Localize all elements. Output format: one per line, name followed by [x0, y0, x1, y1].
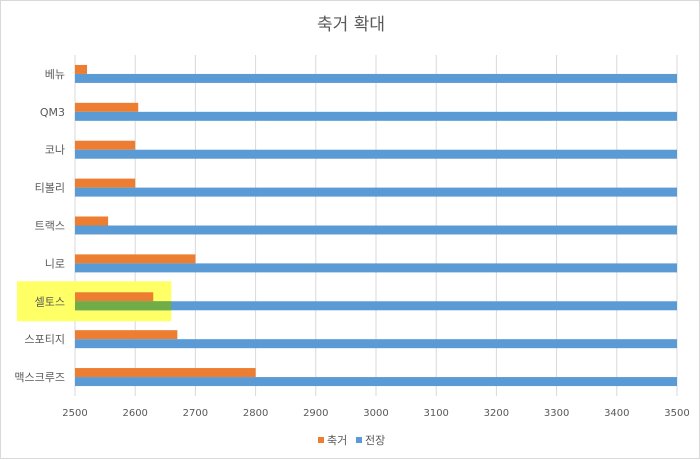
bar-축거-트랙스: [75, 216, 109, 226]
bars: [75, 64, 677, 387]
category-label: 베뉴: [45, 68, 65, 81]
bar-축거-베뉴: [75, 64, 88, 74]
bar-축거-니로: [75, 254, 196, 264]
bar-전장-베뉴: [75, 73, 677, 83]
bar-전장-스포티지: [75, 339, 677, 349]
category-label: QM3: [40, 106, 65, 119]
legend: 축거 전장: [318, 434, 385, 447]
category-label: 티볼리: [35, 182, 65, 195]
x-tick-label: 3000: [363, 408, 388, 419]
legend-label-series-1: 전장: [365, 434, 385, 447]
x-tick-label: 3300: [544, 408, 569, 419]
bar-전장-QM3: [75, 111, 677, 121]
category-label: 트랙스: [35, 220, 65, 233]
x-tick-label: 3100: [423, 408, 448, 419]
category-label: 맥스크루즈: [14, 371, 65, 384]
x-tick-labels: 2500 2600 2700 2800 2900 3000 3100 3200 3300 3400…: [62, 408, 689, 419]
bar-축거-스포티지: [75, 330, 178, 340]
bar-축거-코나: [75, 140, 136, 150]
bar-축거-맥스크루즈: [75, 368, 256, 378]
bar-전장-트랙스: [75, 225, 677, 235]
legend-label-series-0: 축거: [327, 434, 347, 447]
bar-축거-티볼리: [75, 178, 136, 188]
bar-축거-셀토스: [75, 292, 154, 302]
category-label: 스포티지: [25, 333, 65, 346]
x-tick-label: 3500: [664, 408, 689, 419]
bar-전장-코나: [75, 149, 677, 159]
x-tick-label: 2600: [122, 408, 147, 419]
category-label: 셀토스: [35, 295, 65, 308]
bar-전장-니로: [75, 263, 677, 273]
category-label: 니로: [45, 257, 65, 270]
x-tick-label: 2500: [62, 408, 87, 419]
x-tick-label: 3400: [604, 408, 629, 419]
x-tick-label: 2700: [183, 408, 208, 419]
category-label: 코나: [45, 144, 65, 157]
chart-title: 축거 확대: [317, 15, 385, 35]
x-tick-label: 2800: [243, 408, 268, 419]
x-tick-label: 3200: [484, 408, 509, 419]
bar-전장-맥스크루즈: [75, 377, 677, 387]
legend-swatch-series-0: [318, 437, 324, 443]
highlight-overlap-bar: [75, 301, 172, 311]
bar-축거-QM3: [75, 102, 139, 112]
bar-전장-티볼리: [75, 187, 677, 197]
bar-전장-셀토스: [75, 301, 677, 311]
legend-swatch-series-1: [356, 437, 362, 443]
x-tick-label: 2900: [303, 408, 328, 419]
